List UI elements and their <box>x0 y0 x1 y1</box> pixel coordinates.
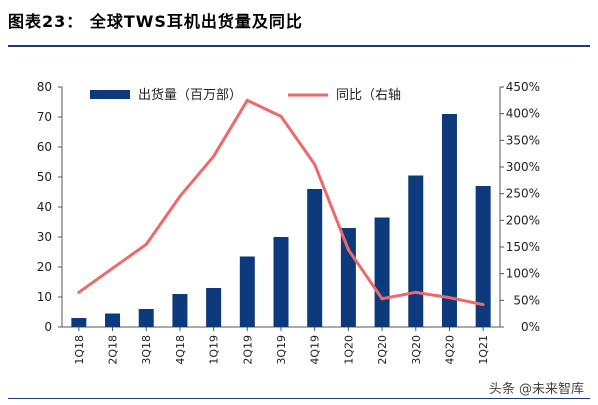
legend-bar-label: 出货量（百万部） <box>138 87 242 103</box>
x-tick-label: 1Q19 <box>208 335 221 365</box>
x-tick-label: 1Q20 <box>342 335 355 365</box>
right-tick-label: 150% <box>506 240 540 254</box>
bar-2Q18 <box>105 313 121 327</box>
figure-title: 图表23： 全球TWS耳机出货量及同比 <box>8 12 303 31</box>
yoy-point-4Q18 <box>178 194 182 198</box>
right-axis-ticks: 0% 50% 100% 150% 200% 250% 300% 350% 400% 450% <box>500 80 540 334</box>
left-tick-label: 80 <box>37 80 52 94</box>
bar-3Q19 <box>273 237 289 327</box>
watermark: 头条 @未来智库 <box>488 382 584 397</box>
x-tick-label: 1Q18 <box>73 335 86 365</box>
right-tick-label: 450% <box>506 80 540 94</box>
bottom-rule <box>8 398 590 399</box>
bar-1Q19 <box>206 288 222 327</box>
right-tick-label: 100% <box>506 267 540 281</box>
x-tick-label: 4Q20 <box>443 335 456 365</box>
right-tick-label: 400% <box>506 107 540 121</box>
yoy-point-1Q19 <box>212 154 216 158</box>
bar-1Q20 <box>340 228 356 327</box>
title-rule <box>8 45 590 47</box>
yoy-point-3Q19 <box>279 114 283 118</box>
yoy-point-2Q19 <box>245 98 249 102</box>
right-tick-label: 350% <box>506 133 540 147</box>
bar-3Q18 <box>138 309 154 327</box>
left-tick-label: 40 <box>37 200 52 214</box>
left-tick-label: 0 <box>44 320 52 334</box>
bar-4Q20 <box>441 114 457 327</box>
yoy-point-2Q18 <box>111 266 115 270</box>
left-tick-label: 20 <box>37 260 52 274</box>
x-tick-label: 2Q18 <box>107 335 120 365</box>
bar-1Q18 <box>71 318 87 327</box>
bar-2Q19 <box>239 256 255 327</box>
yoy-point-3Q20 <box>414 290 418 294</box>
left-tick-label: 30 <box>37 230 52 244</box>
x-tick-label: 4Q19 <box>309 335 322 365</box>
bar-4Q19 <box>307 189 323 327</box>
x-tick-label: 3Q19 <box>275 335 288 365</box>
x-tick-label: 3Q18 <box>140 335 153 365</box>
left-tick-label: 10 <box>37 290 52 304</box>
right-tick-label: 300% <box>506 160 540 174</box>
bar-series <box>71 114 491 327</box>
right-tick-label: 50% <box>513 293 540 307</box>
yoy-point-1Q21 <box>481 303 485 307</box>
x-tick-label: 4Q18 <box>174 335 187 365</box>
yoy-point-1Q18 <box>77 290 81 294</box>
bar-3Q20 <box>408 175 424 327</box>
legend-line-label: 同比（右轴 <box>336 88 401 103</box>
line-series <box>77 98 485 307</box>
left-tick-label: 50 <box>37 170 52 184</box>
legend-bar-swatch <box>90 90 130 99</box>
right-tick-label: 200% <box>506 213 540 227</box>
x-tick-label: 1Q21 <box>477 335 490 365</box>
bar-4Q18 <box>172 294 188 327</box>
yoy-point-3Q18 <box>144 242 148 246</box>
left-tick-label: 60 <box>37 140 52 154</box>
x-tick-label: 2Q20 <box>376 335 389 365</box>
x-tick-label: 2Q19 <box>241 335 254 365</box>
bar-1Q21 <box>475 186 491 327</box>
bar-2Q20 <box>374 217 390 327</box>
right-tick-label: 250% <box>506 187 540 201</box>
x-tick-label: 3Q20 <box>410 335 423 365</box>
yoy-point-2Q20 <box>380 297 384 301</box>
x-axis-ticks: 1Q18 2Q18 3Q18 4Q18 1Q19 2Q19 3Q19 4Q19 1Q20 2Q20… <box>73 327 490 365</box>
right-tick-label: 0% <box>521 320 540 334</box>
yoy-point-4Q19 <box>313 162 317 166</box>
left-tick-label: 70 <box>37 110 52 124</box>
yoy-point-1Q20 <box>346 248 350 252</box>
legend: 出货量（百万部） 同比（右轴 <box>90 87 401 103</box>
left-axis-ticks: 0 10 20 30 40 50 60 70 80 <box>37 80 62 334</box>
yoy-point-4Q20 <box>447 296 451 300</box>
